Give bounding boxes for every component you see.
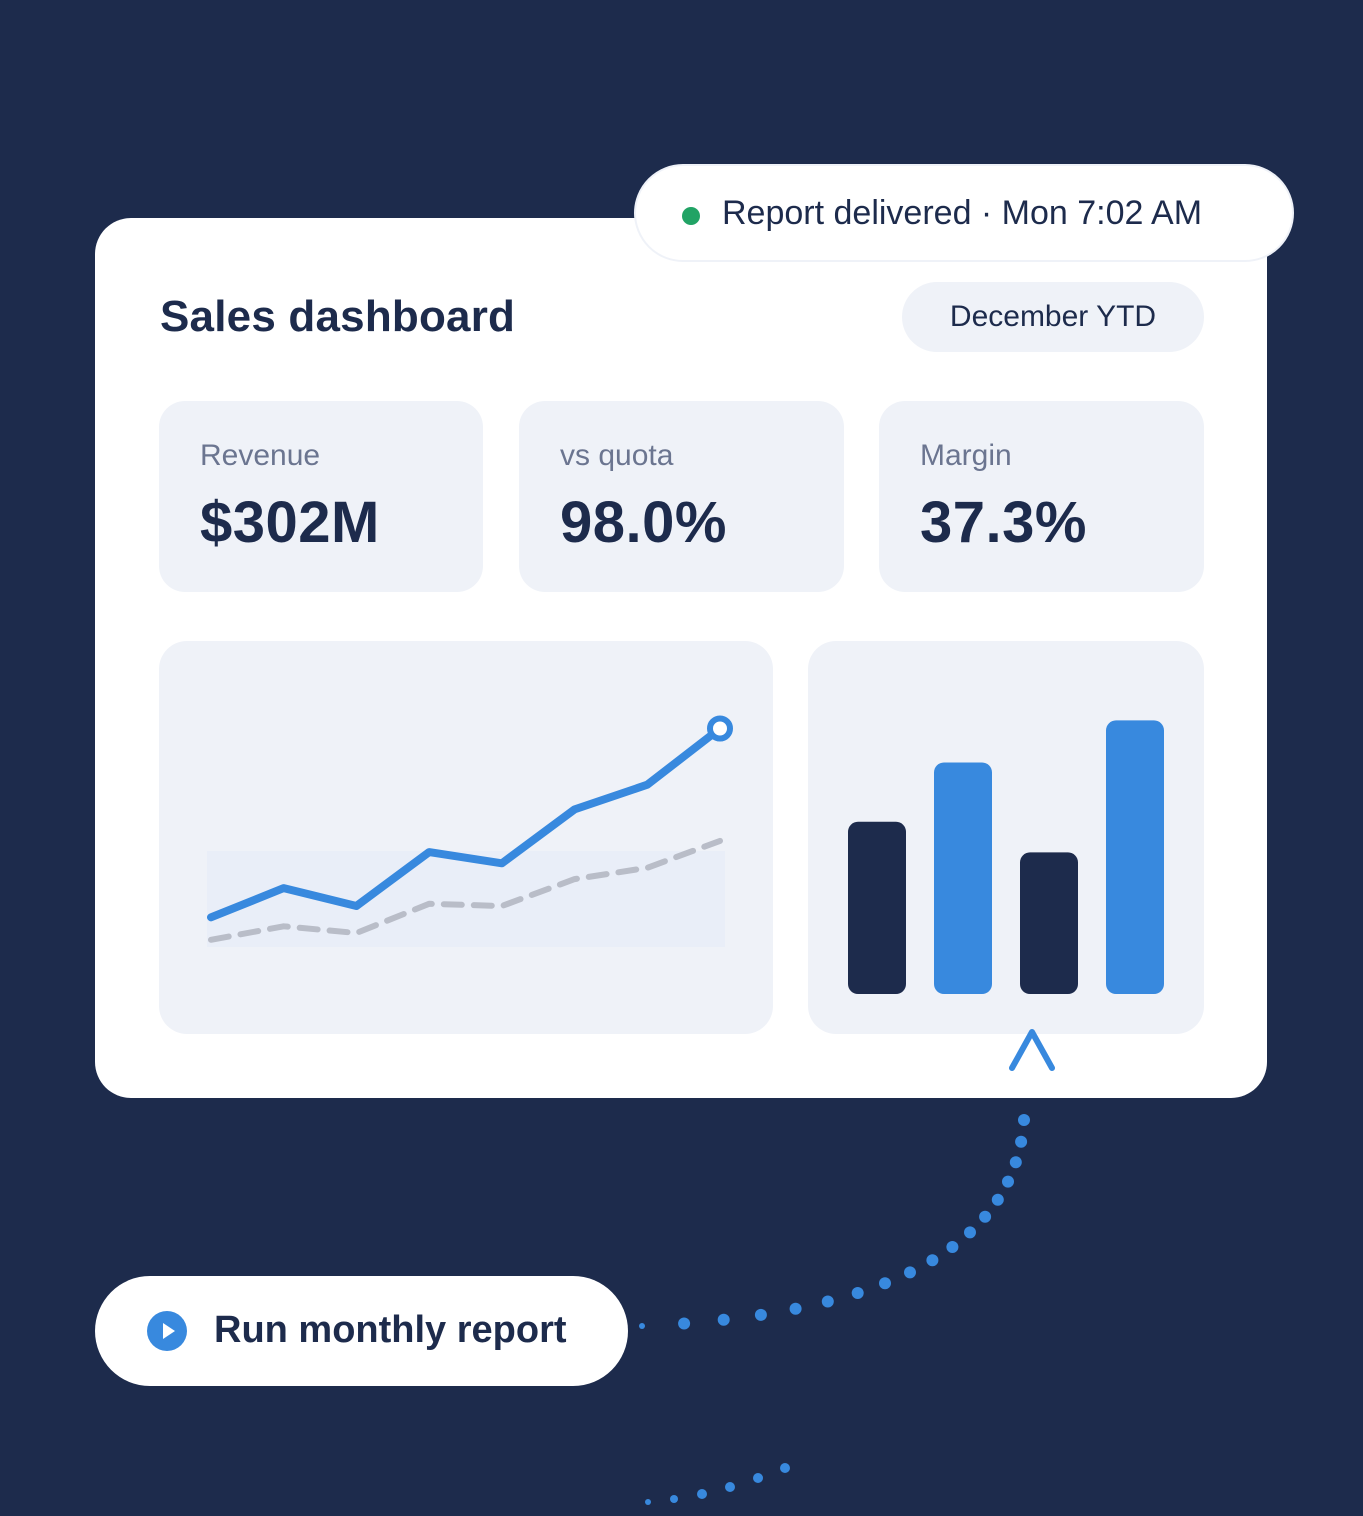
line-series-dashed [208,837,723,943]
connector-dot [879,1277,891,1290]
connector-dot [821,1295,834,1308]
connector-dot [926,1254,939,1267]
connector-dot [780,1463,790,1473]
connector-dot [1009,1156,1022,1169]
bar-4 [1106,720,1164,994]
run-report-label: Run monthly report [214,1309,567,1351]
kpi-value: 98.0% [560,490,727,555]
period-selector[interactable]: December YTD [902,282,1204,352]
connector-dot [946,1241,959,1253]
connector-dot [717,1313,730,1326]
line-chart-panel [159,641,773,1034]
connector-dot [1015,1135,1028,1148]
connector-dot [678,1317,691,1330]
chart-band [207,851,725,947]
connector-dot [1018,1114,1030,1126]
connector-dot [645,1499,651,1505]
connector-dot [753,1473,763,1483]
status-dot-icon [682,207,700,225]
connector-dot [991,1193,1004,1206]
kpi-label: Revenue [200,439,321,472]
line-chart [207,715,733,947]
connector-dot [639,1323,645,1329]
connector-dot [725,1482,735,1492]
dashboard-title: Sales dashboard [160,292,516,341]
bar-chart-panel [808,641,1204,1034]
bar-1 [848,821,906,994]
connector-dot [1002,1175,1014,1188]
line-end-point [707,715,733,742]
bar-3 [1020,852,1078,994]
kpi-value: $302M [200,490,380,555]
bar-chart [848,720,1164,994]
kpi-card-margin: Margin 37.3% [879,401,1204,592]
connector-dot [754,1308,767,1321]
play-icon [147,1311,187,1351]
connector-dot [964,1226,976,1239]
cursor-caret-icon [1009,1029,1055,1071]
kpi-label: vs quota [560,439,674,472]
connector-dot [904,1266,916,1279]
connector-dot [697,1489,707,1499]
kpi-value: 37.3% [920,490,1087,555]
line-series-solid [207,724,724,922]
status-pill: Report delivered · Mon 7:02 AM [634,164,1294,262]
connector-dot [789,1302,802,1315]
kpi-card-quota: vs quota 98.0% [519,401,844,592]
connector-dot [979,1210,992,1223]
bar-2 [934,762,992,994]
status-text: Report delivered · Mon 7:02 AM [722,194,1203,232]
kpi-label: Margin [920,439,1012,472]
connector-dot [851,1287,864,1299]
connector-dot [670,1495,678,1503]
kpi-card-revenue: Revenue $302M [159,401,483,592]
run-report-button[interactable]: Run monthly report [95,1276,628,1386]
